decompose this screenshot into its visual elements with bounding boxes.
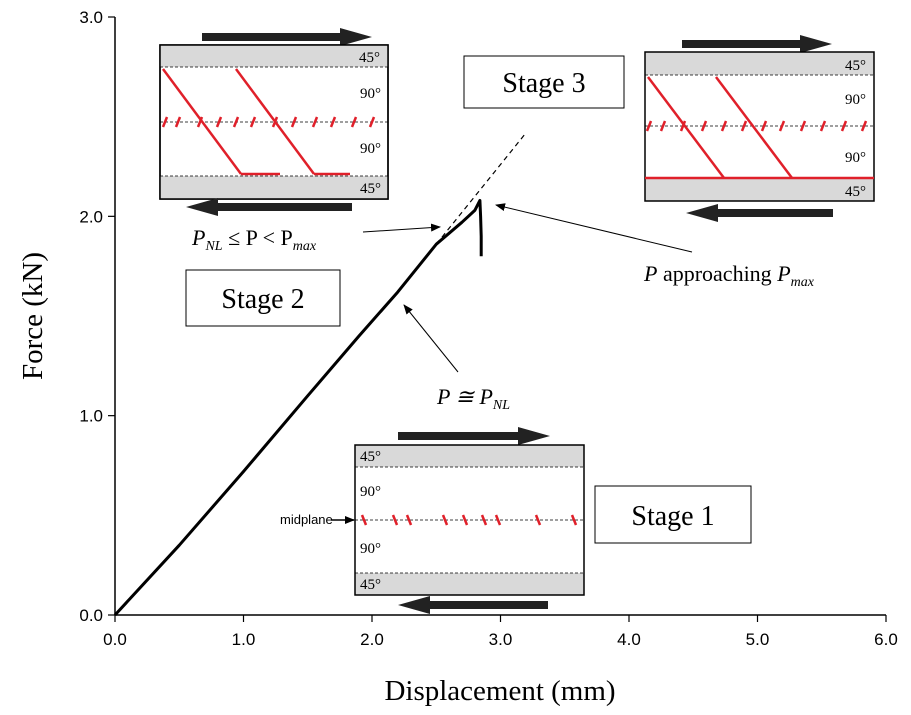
x-tick-label: 6.0 [874,630,898,649]
ply-45-bottom [160,176,388,199]
svg-text:90°: 90° [360,86,381,102]
plot-area [113,132,527,617]
svg-text:45°: 45° [360,449,381,465]
svg-text:45°: 45° [845,58,866,74]
annotation-approaching-pmax: P approaching Pmax [495,203,815,290]
svg-text:45°: 45° [359,50,380,66]
y-tick-label: 2.0 [79,207,103,226]
laminate-diagram-stage-1: 45° 90° 90° 45° midplane [280,427,585,614]
svg-text:45°: 45° [360,577,381,593]
svg-text:90°: 90° [360,484,381,500]
shear-arrow-top [398,427,550,445]
svg-text:45°: 45° [845,184,866,200]
annotation-range: PNL ≤ P < Pmax [191,223,441,254]
svg-text:45°: 45° [360,181,381,197]
laminate-diagram-stage-2: 45° 90° 90° 45° [159,28,389,216]
stage-2-label: Stage 2 [221,284,304,315]
x-tick-label: 0.0 [103,630,127,649]
x-tick-label: 4.0 [617,630,641,649]
axes: 0.0 1.0 2.0 3.0 4.0 5.0 6.0 0.0 1.0 2.0 3.0 Displ… [17,8,898,707]
matrix-cracks [161,68,376,176]
svg-text:90°: 90° [360,141,381,157]
x-ticks: 0.0 1.0 2.0 3.0 4.0 5.0 6.0 [103,615,898,649]
svg-text:PNL ≤ P < Pmax: PNL ≤ P < Pmax [191,225,317,254]
x-tick-label: 5.0 [746,630,770,649]
y-tick-label: 0.0 [79,606,103,625]
ply-45-bottom [645,179,874,201]
stage-2-box: Stage 2 [185,269,341,327]
matrix-cracks [360,514,578,526]
y-ticks: 0.0 1.0 2.0 3.0 [79,8,115,625]
x-tick-label: 2.0 [360,630,384,649]
shear-arrow-top [682,35,832,53]
shear-arrow-bottom [398,596,548,614]
y-tick-label: 1.0 [79,407,103,426]
stage-1-box: Stage 1 [594,485,752,544]
stage-3-label: Stage 3 [502,68,585,99]
svg-text:P ≅ PNL: P ≅ PNL [436,384,510,413]
svg-text:90°: 90° [845,150,866,166]
svg-text:90°: 90° [360,541,381,557]
shear-arrow-bottom [186,198,352,216]
midplane-label: midplane [280,512,333,527]
ply-45-top [160,45,388,67]
shear-arrow-top [202,28,372,46]
stage-3-box: Stage 3 [463,55,625,109]
svg-text:P approaching Pmax: P approaching Pmax [643,261,815,290]
extrapolation-line [435,132,527,245]
laminate-diagram-stage-3: 45° 90° 90° 45° [644,35,875,222]
x-tick-label: 3.0 [489,630,513,649]
x-axis-title: Displacement (mm) [384,675,615,707]
y-tick-label: 3.0 [79,8,103,27]
y-axis-title: Force (kN) [17,252,49,380]
ply-45-top [355,445,584,467]
ply-45-bottom [355,573,584,595]
force-displacement-curve [113,198,483,617]
matrix-cracks [645,76,874,180]
svg-text:90°: 90° [845,92,866,108]
x-tick-label: 1.0 [232,630,256,649]
ply-45-top [645,52,874,75]
shear-arrow-bottom [686,204,833,222]
annotation-pnl: P ≅ PNL [403,304,510,413]
stage-1-label: Stage 1 [631,501,714,532]
